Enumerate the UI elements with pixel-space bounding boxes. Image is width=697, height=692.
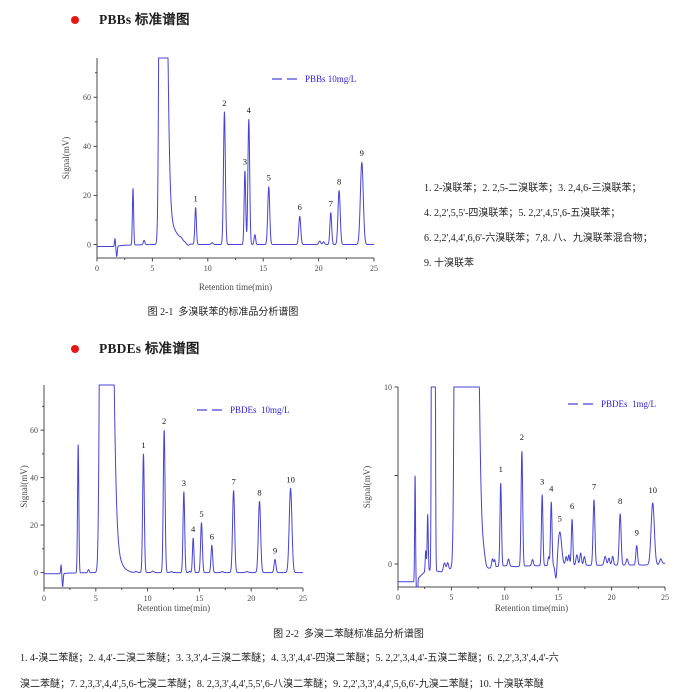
svg-text:0: 0 — [87, 240, 91, 249]
svg-text:15: 15 — [259, 264, 267, 273]
figure-2-2-caption: 图 2-2 多溴二苯醚标准品分析谱图 — [273, 629, 424, 640]
list-line: 9. 十溴联苯 — [424, 258, 474, 269]
svg-text:20: 20 — [315, 264, 323, 273]
svg-text:20: 20 — [608, 593, 616, 602]
svg-text:25: 25 — [299, 594, 307, 603]
pbb-compound-list: 1. 2-溴联苯；2. 2,5-二溴联苯；3. 2,4,6-三溴联苯； 4. 2… — [424, 176, 696, 276]
svg-text:15: 15 — [554, 593, 562, 602]
list-line: 1. 4-溴二苯醚；2. 4,4'-二溴二苯醚；3. 3,3',4-三溴二苯醚；… — [20, 653, 559, 664]
svg-text:2: 2 — [162, 416, 166, 426]
svg-text:3: 3 — [243, 157, 247, 167]
svg-text:5: 5 — [558, 514, 562, 524]
svg-text:10: 10 — [384, 383, 392, 392]
svg-text:1: 1 — [193, 194, 197, 204]
svg-text:0: 0 — [42, 594, 46, 603]
svg-text:4: 4 — [247, 105, 252, 115]
svg-text:8: 8 — [618, 496, 622, 506]
svg-text:5: 5 — [449, 593, 453, 602]
svg-text:6: 6 — [210, 531, 214, 541]
svg-text:60: 60 — [30, 426, 38, 435]
list-line: 4. 2,2',5,5'-四溴联苯；5. 2,2',4,5',6-五溴联苯； — [424, 208, 621, 219]
svg-text:7: 7 — [231, 477, 235, 487]
list-line: 溴二苯醚；7. 2,3,3',4,4',5,6-七溴二苯醚；8. 2,3,3',… — [20, 678, 544, 690]
svg-text:2: 2 — [222, 98, 226, 108]
svg-text:5: 5 — [94, 594, 98, 603]
svg-text:9: 9 — [635, 528, 639, 538]
svg-text:40: 40 — [83, 142, 91, 151]
svg-text:9: 9 — [360, 148, 364, 158]
svg-text:5: 5 — [267, 173, 271, 183]
pbde-compound-list: 1. 4-溴二苯醚；2. 4,4'-二溴二苯醚；3. 3,3',4-三溴二苯醚；… — [20, 646, 696, 692]
svg-text:40: 40 — [30, 473, 38, 482]
svg-text:PBBs 10mg/L: PBBs 10mg/L — [305, 74, 356, 84]
svg-text:3: 3 — [540, 476, 544, 486]
svg-text:PBDEs 1mg/L: PBDEs 1mg/L — [601, 399, 656, 409]
svg-text:5: 5 — [150, 264, 154, 273]
svg-text:20: 20 — [30, 521, 38, 530]
svg-text:0: 0 — [95, 264, 99, 273]
svg-text:10: 10 — [501, 593, 509, 602]
svg-text:2: 2 — [520, 432, 524, 442]
list-line: 1. 2-溴联苯；2. 2,5-二溴联苯；3. 2,4,6-三溴联苯； — [424, 183, 642, 194]
svg-text:4: 4 — [549, 483, 554, 493]
svg-text:0: 0 — [388, 560, 392, 569]
svg-text:15: 15 — [195, 594, 203, 603]
svg-text:10: 10 — [144, 594, 152, 603]
svg-text:4: 4 — [191, 524, 196, 534]
svg-text:8: 8 — [337, 176, 341, 186]
svg-text:7: 7 — [592, 482, 596, 492]
svg-text:Signal(mV): Signal(mV) — [20, 465, 29, 508]
svg-text:Retention time(min): Retention time(min) — [137, 603, 210, 613]
svg-text:Retention time(min): Retention time(min) — [495, 603, 568, 613]
svg-text:20: 20 — [247, 594, 255, 603]
svg-text:1: 1 — [499, 464, 503, 474]
svg-text:10: 10 — [286, 474, 295, 484]
section-title-pbbs: PBBs 标准谱图 — [99, 12, 190, 27]
svg-text:10: 10 — [648, 485, 657, 495]
svg-text:6: 6 — [298, 202, 302, 212]
list-line: 6. 2,2',4,4',6,6'-六溴联苯；7,8. 八、九溴联苯混合物； — [424, 233, 653, 244]
svg-text:10: 10 — [204, 264, 212, 273]
svg-text:3: 3 — [182, 478, 186, 488]
svg-text:0: 0 — [34, 568, 38, 577]
svg-text:60: 60 — [83, 93, 91, 102]
bullet-icon — [71, 345, 79, 353]
svg-text:9: 9 — [273, 546, 277, 556]
svg-text:7: 7 — [329, 198, 333, 208]
section-title-pbdes: PBDEs 标准谱图 — [99, 341, 200, 356]
svg-text:Signal(mV): Signal(mV) — [362, 466, 372, 509]
bullet-icon — [71, 16, 79, 24]
svg-text:0: 0 — [396, 593, 400, 602]
svg-text:5: 5 — [199, 509, 203, 519]
svg-text:20: 20 — [83, 191, 91, 200]
svg-text:25: 25 — [661, 593, 669, 602]
svg-text:PBDEs 10mg/L: PBDEs 10mg/L — [230, 405, 290, 415]
svg-text:Signal(mV): Signal(mV) — [61, 137, 71, 180]
svg-text:1: 1 — [141, 440, 145, 450]
svg-text:25: 25 — [370, 264, 378, 273]
svg-text:6: 6 — [570, 501, 574, 511]
svg-text:8: 8 — [257, 487, 261, 497]
svg-text:Retention time(min): Retention time(min) — [199, 282, 272, 292]
figure-2-1-caption: 图 2-1 多溴联苯的标准品分析谱图 — [147, 307, 299, 318]
